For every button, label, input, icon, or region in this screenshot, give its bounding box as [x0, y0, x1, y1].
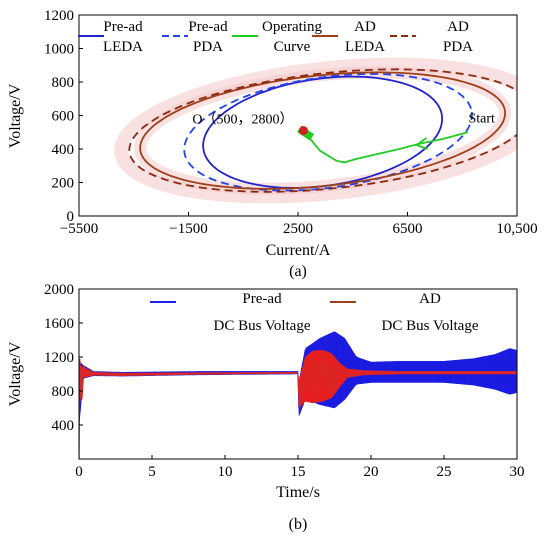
operating-curve-arrow: [414, 137, 428, 150]
legend-ad-leda-label-1: AD: [354, 19, 376, 35]
legend-ad-leda-label-2: LEDA: [345, 39, 385, 55]
plot-area-a: [114, 57, 517, 204]
x-tick-label-b: 20: [364, 464, 379, 480]
x-tick-label-b: 5: [148, 464, 156, 480]
legend-ad-dc-bus: AD DC Bus Voltage: [330, 291, 479, 334]
x-tick-label-b: 0: [75, 464, 83, 480]
ticks-a: −5500 −1500 2500 6500 10,500 0 200 400 600 800 100…: [44, 8, 538, 237]
series-ad-oscillation: [79, 350, 516, 409]
y-tick-label-b: 400: [52, 418, 75, 434]
series-pre-ad-pda: [183, 72, 473, 192]
y-tick-label-a: 1200: [44, 8, 74, 24]
series-pre-ad-leda: [202, 75, 444, 189]
annotations-a: O（500，2800） Start: [192, 111, 495, 127]
legend-operating-curve-label-2: Curve: [274, 39, 311, 55]
x-tick-label-a: −1500: [169, 221, 207, 237]
annotation-start: Start: [468, 111, 495, 126]
legend-pre-ad-dc-bus: Pre-ad DC Bus Voltage: [150, 291, 311, 334]
x-tick-label-b: 10: [218, 464, 233, 480]
y-tick-label-b: 2000: [44, 282, 74, 298]
chart-panel-a: −5500 −1500 2500 6500 10,500 0 200 400 600 800 100…: [7, 8, 538, 280]
legend-a: Pre-adLEDAPre-adPDAOperatingCurveADLEDAA…: [78, 19, 473, 55]
y-tick-label-b: 1600: [44, 316, 74, 332]
x-tick-label-a: 2500: [283, 221, 313, 237]
band-halo-outer: [114, 57, 517, 204]
y-tick-label-b: 1200: [44, 350, 74, 366]
legend-ad-dc-bus-label-2: DC Bus Voltage: [382, 318, 479, 334]
legend-pre-ad-leda-label-2: LEDA: [103, 39, 143, 55]
x-axis-label-a: Current/A: [266, 242, 331, 259]
legend-operating-curve-label-1: Operating: [262, 19, 322, 35]
x-tick-label-a: 6500: [393, 221, 423, 237]
caption-a: (a): [289, 263, 307, 280]
x-tick-label-b: 30: [510, 464, 525, 480]
x-tick-label-b: 15: [291, 464, 306, 480]
legend-operating-curve: Operating Curve: [232, 19, 322, 55]
annotation-origin: O（500，2800）: [192, 112, 293, 128]
legend-ad-pda-label-2: PDA: [443, 39, 473, 55]
plot-area-b: [79, 331, 517, 459]
y-axis-label-b: Voltage/V: [7, 341, 24, 406]
x-tick-label-a: −5500: [60, 221, 98, 237]
chart-panel-b: 0 5 10 15 20 25 30 400 800 1200 1600 2000 Pre-ad DC …: [7, 282, 525, 533]
y-tick-label-a: 400: [52, 142, 75, 158]
series-pre-ad-oscillation: [79, 331, 517, 426]
series-ad-leda: [139, 71, 507, 190]
x-axis-label-b: Time/s: [276, 484, 320, 501]
y-tick-label-a: 1000: [44, 42, 74, 58]
legend-ad-pda-label-1: AD: [447, 19, 469, 35]
y-tick-label-a: 200: [52, 176, 75, 192]
y-tick-label-b: 800: [52, 384, 75, 400]
legend-pre-ad-leda: Pre-ad LEDA: [78, 19, 143, 55]
x-tick-label-a: 10,500: [496, 221, 537, 237]
series-ad-pda: [128, 68, 517, 193]
y-axis-label-a: Voltage/V: [7, 83, 24, 148]
origin-marker: [298, 126, 308, 136]
legend-pre-ad-pda-label-2: PDA: [193, 39, 223, 55]
caption-b: (b): [289, 516, 308, 533]
ticks-b: 0 5 10 15 20 25 30 400 800 1200 1600 2000: [44, 282, 525, 480]
y-tick-label-a: 800: [52, 75, 75, 91]
legend-pre-ad-pda-label-1: Pre-ad: [188, 19, 228, 35]
y-tick-label-a: 600: [52, 109, 75, 125]
legend-pre-ad-pda: Pre-ad PDA: [162, 19, 228, 55]
series-ad-dc-bus-voltage: [79, 349, 517, 409]
x-tick-label-b: 25: [437, 464, 452, 480]
legend-ad-leda: AD LEDA: [312, 19, 385, 55]
legend-ad-pda: AD PDA: [390, 19, 473, 55]
legend-b: Pre-ad DC Bus Voltage AD DC Bus Voltage: [150, 291, 479, 334]
legend-pre-ad-dc-bus-label-2: DC Bus Voltage: [214, 318, 311, 334]
legend-ad-dc-bus-label-1: AD: [419, 291, 441, 307]
y-tick-label-a: 0: [67, 209, 75, 225]
legend-pre-ad-leda-label-1: Pre-ad: [103, 19, 143, 35]
legend-pre-ad-dc-bus-label-1: Pre-ad: [242, 291, 282, 307]
